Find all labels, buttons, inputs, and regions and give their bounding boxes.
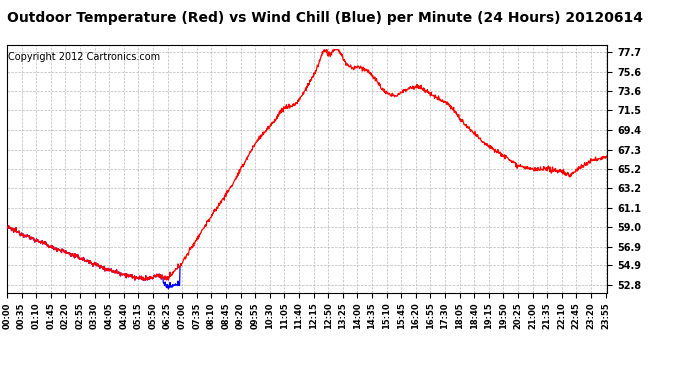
Text: Outdoor Temperature (Red) vs Wind Chill (Blue) per Minute (24 Hours) 20120614: Outdoor Temperature (Red) vs Wind Chill …: [7, 11, 643, 25]
Text: Copyright 2012 Cartronics.com: Copyright 2012 Cartronics.com: [8, 53, 160, 62]
